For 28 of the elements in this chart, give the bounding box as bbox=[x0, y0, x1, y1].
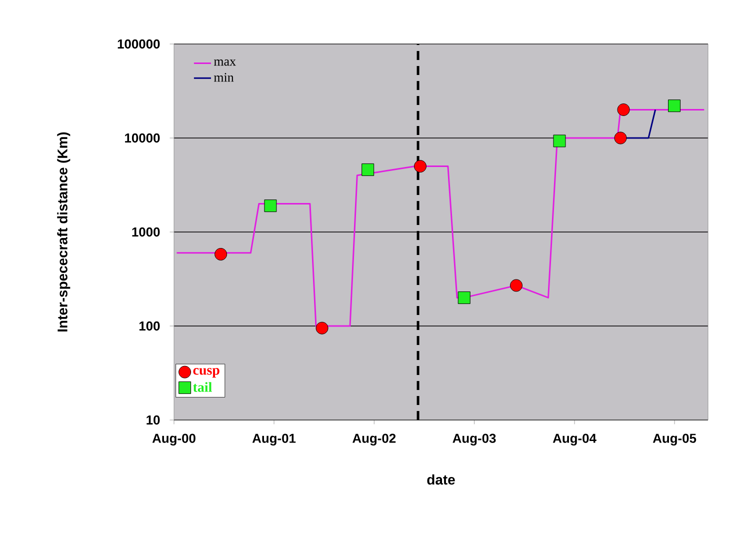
point bbox=[617, 103, 630, 116]
x-tick-label: Aug-00 bbox=[152, 434, 196, 446]
x-tick-label: Aug-05 bbox=[652, 434, 696, 446]
legend-label: max bbox=[214, 59, 236, 66]
point bbox=[553, 134, 566, 148]
y-tick-label: 100000 bbox=[118, 39, 160, 49]
point bbox=[362, 163, 374, 176]
point bbox=[510, 279, 523, 292]
legend-label: min bbox=[214, 73, 234, 82]
x-tick-label: Aug-02 bbox=[352, 434, 396, 446]
x-tick-label: Aug-04 bbox=[552, 434, 596, 446]
y-tick-label: 100 bbox=[139, 321, 160, 331]
y-tick-label: 10 bbox=[146, 415, 160, 425]
point bbox=[264, 200, 277, 212]
legend-label: cusp bbox=[193, 368, 220, 378]
point bbox=[668, 100, 681, 112]
point bbox=[614, 132, 627, 144]
y-tick-label: 1000 bbox=[132, 227, 160, 237]
point bbox=[316, 322, 328, 334]
y-tick-label: 10000 bbox=[125, 133, 160, 143]
point bbox=[458, 291, 470, 304]
legend-label: tail bbox=[193, 382, 212, 392]
point bbox=[214, 248, 228, 260]
x-axis-title: date bbox=[427, 474, 455, 485]
point bbox=[414, 160, 426, 173]
y-axis-title: Inter-spececraft distance (Km) bbox=[57, 132, 70, 332]
x-tick-label: Aug-01 bbox=[252, 434, 296, 446]
x-tick-label: Aug-03 bbox=[452, 434, 496, 446]
